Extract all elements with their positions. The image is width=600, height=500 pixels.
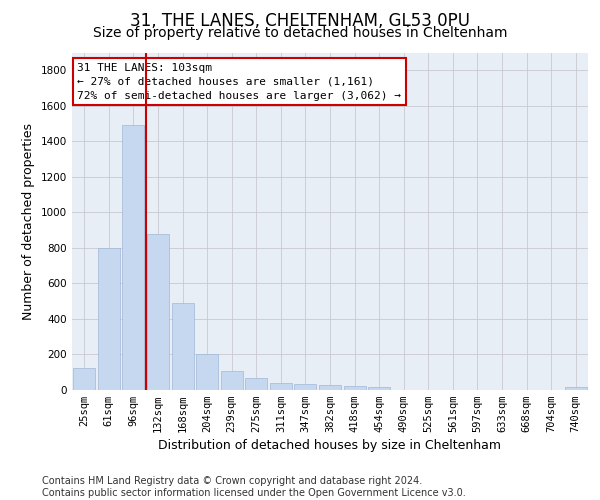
Text: Contains HM Land Registry data © Crown copyright and database right 2024.
Contai: Contains HM Land Registry data © Crown c…	[42, 476, 466, 498]
Bar	[368, 388, 390, 390]
Text: 31, THE LANES, CHELTENHAM, GL53 0PU: 31, THE LANES, CHELTENHAM, GL53 0PU	[130, 12, 470, 30]
Bar	[565, 388, 587, 390]
Bar	[196, 354, 218, 390]
Bar	[319, 384, 341, 390]
Bar	[73, 368, 95, 390]
Text: 31 THE LANES: 103sqm
← 27% of detached houses are smaller (1,161)
72% of semi-de: 31 THE LANES: 103sqm ← 27% of detached h…	[77, 62, 401, 100]
Bar	[270, 383, 292, 390]
Bar	[221, 372, 243, 390]
Bar	[344, 386, 365, 390]
Bar	[172, 303, 194, 390]
X-axis label: Distribution of detached houses by size in Cheltenham: Distribution of detached houses by size …	[158, 440, 502, 452]
Bar	[245, 378, 268, 390]
Bar	[98, 248, 120, 390]
Y-axis label: Number of detached properties: Number of detached properties	[22, 122, 35, 320]
Bar	[147, 234, 169, 390]
Text: Size of property relative to detached houses in Cheltenham: Size of property relative to detached ho…	[93, 26, 507, 40]
Bar	[122, 126, 145, 390]
Bar	[295, 384, 316, 390]
